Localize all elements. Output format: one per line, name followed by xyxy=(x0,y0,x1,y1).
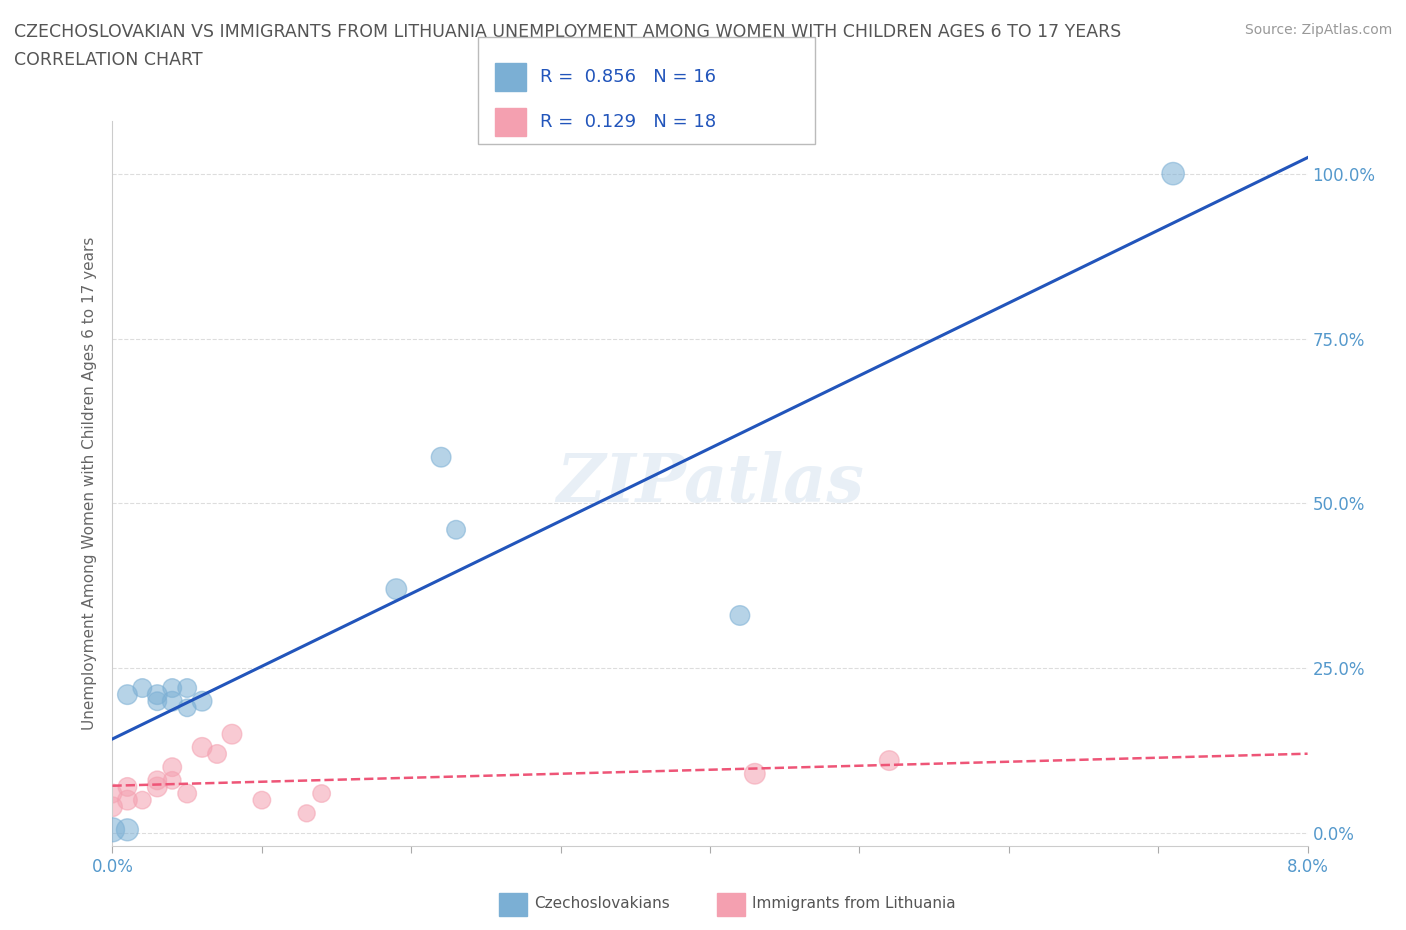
Point xyxy=(117,792,139,807)
Point xyxy=(744,766,766,781)
Point xyxy=(162,694,183,709)
Point xyxy=(728,608,751,623)
Text: Immigrants from Lithuania: Immigrants from Lithuania xyxy=(752,897,956,911)
Y-axis label: Unemployment Among Women with Children Ages 6 to 17 years: Unemployment Among Women with Children A… xyxy=(82,237,97,730)
Point xyxy=(1161,166,1184,181)
Point xyxy=(311,786,333,801)
Point xyxy=(131,792,153,807)
Text: CZECHOSLOVAKIAN VS IMMIGRANTS FROM LITHUANIA UNEMPLOYMENT AMONG WOMEN WITH CHILD: CZECHOSLOVAKIAN VS IMMIGRANTS FROM LITHU… xyxy=(14,23,1122,41)
Point xyxy=(295,806,318,821)
Point xyxy=(117,687,139,702)
Text: Source: ZipAtlas.com: Source: ZipAtlas.com xyxy=(1244,23,1392,37)
Point xyxy=(877,753,901,768)
Point xyxy=(117,779,139,794)
Text: R =  0.129   N = 18: R = 0.129 N = 18 xyxy=(540,113,716,131)
Point xyxy=(117,822,139,837)
Point xyxy=(131,681,153,696)
Point xyxy=(101,799,124,814)
Point xyxy=(205,747,228,762)
Point xyxy=(176,786,198,801)
Point xyxy=(101,822,124,837)
Point xyxy=(146,773,169,788)
Point xyxy=(176,681,198,696)
Point xyxy=(385,581,408,596)
Text: R =  0.856   N = 16: R = 0.856 N = 16 xyxy=(540,68,716,86)
Point xyxy=(250,792,273,807)
Point xyxy=(162,681,183,696)
Point xyxy=(191,694,214,709)
Point xyxy=(162,760,183,775)
Text: Czechoslovakians: Czechoslovakians xyxy=(534,897,671,911)
Point xyxy=(146,687,169,702)
Point xyxy=(430,450,453,465)
Point xyxy=(221,726,243,741)
Point xyxy=(191,740,214,755)
Point xyxy=(176,700,198,715)
Point xyxy=(444,523,467,538)
Point xyxy=(146,779,169,794)
Point xyxy=(162,773,183,788)
Point xyxy=(101,786,124,801)
Text: CORRELATION CHART: CORRELATION CHART xyxy=(14,51,202,69)
Text: ZIPatlas: ZIPatlas xyxy=(557,451,863,516)
Point xyxy=(146,694,169,709)
